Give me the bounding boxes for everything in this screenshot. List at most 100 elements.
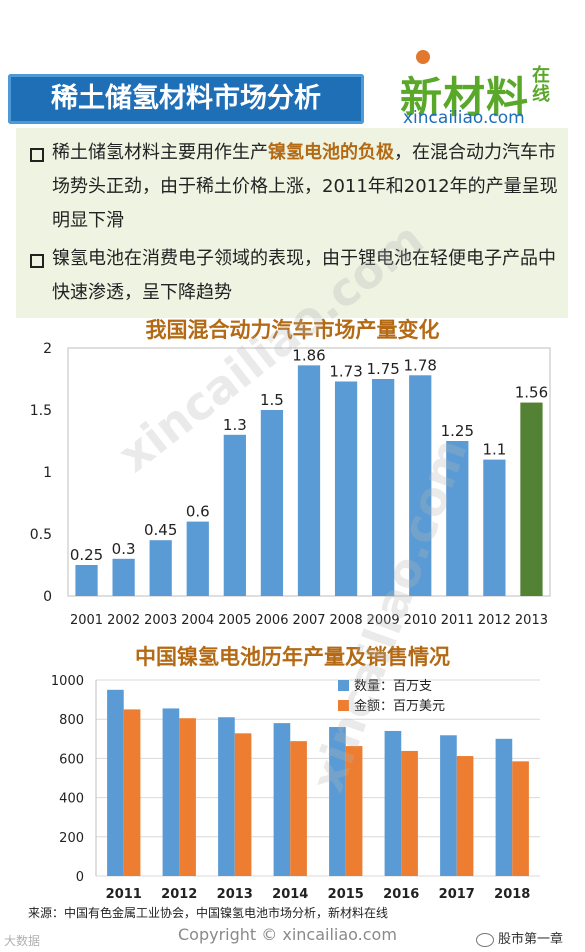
x-tick-label: 2011 xyxy=(441,613,474,628)
bar xyxy=(512,761,529,876)
bar xyxy=(446,441,469,596)
chart-2-title: 中国镍氢电池历年产量及销售情况 xyxy=(135,645,450,669)
bar xyxy=(334,381,358,596)
y-tick-label: 1 xyxy=(43,465,52,481)
data-label: 1.5 xyxy=(260,391,284,409)
x-tick-label: 2009 xyxy=(367,613,400,628)
x-tick-label: 2015 xyxy=(328,887,364,902)
x-tick-label: 2002 xyxy=(107,613,140,628)
bar xyxy=(495,738,513,876)
y-tick-label: 800 xyxy=(59,713,84,728)
bullet-panel: 稀土储氢材料主要用作生产镍氢电池的负极，在混合动力汽车市场势头正劲，由于稀土价格… xyxy=(16,128,568,318)
x-tick-label: 2011 xyxy=(106,887,142,902)
bullet-text-pre: 镍氢电池在消费电子领域的表现，由于锂电池在轻便电子产品中快速渗透，呈下降趋势 xyxy=(52,248,556,303)
bar xyxy=(401,750,418,876)
square-bullet-icon xyxy=(30,148,44,162)
x-tick-label: 2016 xyxy=(383,887,419,902)
bullet-item-1: 稀土储氢材料主要用作生产镍氢电池的负极，在混合动力汽车市场势头正劲，由于稀土价格… xyxy=(30,136,560,238)
bar xyxy=(260,410,284,596)
legend-swatch xyxy=(338,700,349,711)
bullet-text-post: ，在混合动力汽车市场势头正劲，由于稀土价格上涨，2011年和2012年的产量呈现… xyxy=(52,142,558,231)
bar xyxy=(290,741,307,876)
bar xyxy=(223,434,246,596)
chart-1: 0 0.5 1 1.5 2 0.25 2001 0.3 2002 0.45 2003 0.6 2004 1… xyxy=(30,341,551,628)
y-tick-label: 1000 xyxy=(51,674,84,689)
data-label: 1.3 xyxy=(223,416,247,434)
bar xyxy=(234,733,252,876)
x-tick-label: 2013 xyxy=(217,887,253,902)
wechat-icon xyxy=(476,932,494,947)
bar xyxy=(179,718,196,876)
bar xyxy=(384,730,402,876)
x-tick-label: 2003 xyxy=(144,613,177,628)
data-label: 1.73 xyxy=(329,362,362,380)
x-tick-label: 2005 xyxy=(218,613,251,628)
watermark-right: 股市第一章 xyxy=(476,928,563,947)
watermark-right-text: 股市第一章 xyxy=(498,932,564,947)
bar xyxy=(520,402,543,596)
x-tick-label: 2017 xyxy=(439,887,475,902)
bar xyxy=(372,379,395,596)
x-tick-label: 2012 xyxy=(478,613,511,628)
x-tick-label: 2008 xyxy=(330,613,363,628)
source-note: 来源：中国有色金属工业协会，中国镍氢电池市场分析，新材料在线 xyxy=(28,906,389,920)
bullet-item-2: 镍氢电池在消费电子领域的表现，由于锂电池在轻便电子产品中快速渗透，呈下降趋势 xyxy=(30,242,560,310)
chart-2: 0 200 400 600 800 1000 2011 2012 2013 2014 2015 201… xyxy=(51,674,540,902)
data-label: 1.86 xyxy=(292,346,325,364)
data-label: 1.56 xyxy=(515,384,548,402)
logo-dot-icon xyxy=(416,50,430,64)
y-tick-label: 2 xyxy=(43,341,52,357)
bar xyxy=(273,723,291,876)
x-tick-label: 2014 xyxy=(272,887,308,902)
bar xyxy=(149,540,172,596)
bullet-text-highlight: 镍氢电池的负极 xyxy=(268,142,394,163)
x-tick-label: 2001 xyxy=(70,613,103,628)
data-label: 0.3 xyxy=(112,540,136,558)
data-label: 1.1 xyxy=(482,441,506,459)
bar xyxy=(483,459,506,596)
watermark-left: 大数据 xyxy=(4,934,41,948)
bullet-text: 稀土储氢材料主要用作生产镍氢电池的负极，在混合动力汽车市场势头正劲，由于稀土价格… xyxy=(52,136,560,238)
page-title: 稀土储氢材料市场分析 xyxy=(51,83,321,114)
bar xyxy=(456,756,474,876)
x-tick-label: 2004 xyxy=(181,613,214,628)
x-tick-label: 2013 xyxy=(515,613,548,628)
data-label: 0.6 xyxy=(186,503,210,521)
logo-side-text: 在线 xyxy=(532,65,550,105)
bar xyxy=(123,709,141,876)
bar xyxy=(162,708,180,876)
y-tick-label: 0 xyxy=(76,870,84,885)
bullet-text-pre: 稀土储氢材料主要用作生产 xyxy=(52,142,268,163)
copyright-text: Copyright © xincailiao.com xyxy=(178,925,397,944)
bar xyxy=(75,565,98,596)
y-tick-label: 200 xyxy=(59,831,84,846)
data-label: 1.25 xyxy=(441,422,474,440)
x-tick-label: 2007 xyxy=(292,613,325,628)
legend-label: 金额：百万美元 xyxy=(354,698,445,714)
data-label: 0.45 xyxy=(144,521,177,539)
bar xyxy=(186,521,209,596)
bar xyxy=(112,558,135,596)
bar xyxy=(345,746,363,876)
logo-main-text: 新材料 xyxy=(400,73,530,122)
chart-1-title: 我国混合动力汽车市场产量变化 xyxy=(145,318,440,342)
page-title-banner: 稀土储氢材料市场分析 xyxy=(8,74,364,124)
legend-swatch xyxy=(338,680,349,691)
square-bullet-icon xyxy=(30,254,44,268)
bar xyxy=(107,689,124,876)
legend-label: 数量：百万支 xyxy=(354,679,432,694)
bar xyxy=(329,727,346,876)
x-tick-label: 2010 xyxy=(404,613,437,628)
data-label: 1.75 xyxy=(366,360,399,378)
logo-url: xincailiao.com xyxy=(403,108,525,128)
y-tick-label: 600 xyxy=(59,752,84,767)
bar xyxy=(440,735,457,876)
y-tick-label: 400 xyxy=(59,792,84,807)
y-tick-label: 0 xyxy=(43,589,52,605)
bar xyxy=(297,365,321,596)
bar xyxy=(409,375,432,596)
data-label: 1.78 xyxy=(404,356,437,374)
data-label: 0.25 xyxy=(70,546,103,564)
y-tick-label: 1.5 xyxy=(30,403,52,419)
x-tick-label: 2012 xyxy=(161,887,197,902)
